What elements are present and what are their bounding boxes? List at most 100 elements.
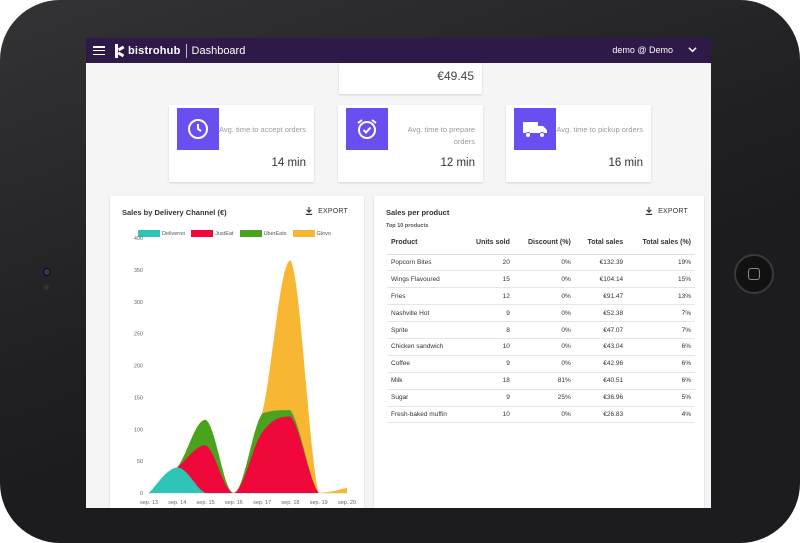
legend-swatch — [191, 230, 214, 237]
kpi-label: Avg. time to prepare orders — [407, 125, 475, 146]
table-cell: €26.83 — [574, 406, 628, 424]
table-row: Fresh-baked muffin 10 0% €26.83 4% — [387, 406, 695, 424]
series-area-deliveroo[interactable] — [149, 467, 347, 494]
column-header: Total sales — [574, 232, 628, 255]
y-tick-label: 350 — [134, 268, 143, 274]
brand-name: bistrohub — [128, 44, 181, 57]
x-tick-label: sep. 20 — [338, 500, 356, 506]
kpi-label: Avg. time to accept orders — [219, 125, 306, 134]
sensor-dot — [44, 285, 49, 290]
table-cell: 9 — [463, 304, 514, 323]
column-header: Product — [387, 232, 464, 255]
kpi-card-pickup: Avg. time to pickup orders 16 min — [506, 105, 651, 182]
y-tick-label: 200 — [134, 364, 143, 370]
legend-swatch — [138, 230, 160, 237]
truck-icon — [514, 108, 556, 150]
table-cell: 0% — [513, 270, 575, 289]
sales-per-product-card: Sales per product Top 10 products EXPORT… — [374, 196, 704, 508]
table-cell: Fries — [387, 287, 464, 306]
table-cell: 18 — [463, 372, 514, 390]
products-table: Product Units sold Discount (%) Total sales… — [387, 232, 695, 424]
products-title: Sales per product — [386, 208, 450, 217]
chevron-down-icon[interactable] — [688, 45, 697, 54]
x-tick-label: sep. 15 — [197, 500, 215, 506]
table-cell: 4% — [627, 406, 695, 424]
table-cell: Nashville Hot — [387, 304, 464, 323]
legend-item[interactable]: Deliveroo — [138, 230, 185, 237]
x-tick-label: sep. 14 — [168, 500, 186, 506]
sales-area-chart: 0 50 100 150 200 250 300 350 400 sep. 13 sep. 14 se… — [134, 236, 356, 506]
table-cell: 9 — [463, 389, 514, 407]
home-button[interactable] — [734, 254, 774, 294]
legend-item[interactable]: Glovo — [292, 230, 331, 237]
y-tick-label: 400 — [134, 236, 143, 242]
brand-logo[interactable]: bistrohub — [115, 43, 181, 58]
table-cell: 0% — [513, 338, 575, 356]
table-row: Milk 18 81% €40.51 6% — [387, 372, 695, 390]
table-cell: €52.38 — [574, 304, 628, 323]
table-cell: 10 — [463, 406, 514, 424]
series-area-glovo[interactable] — [149, 260, 347, 493]
header-divider — [185, 43, 187, 58]
clock-icon — [177, 108, 219, 150]
hamburger-menu-icon[interactable] — [93, 46, 105, 55]
table-cell: 0% — [513, 304, 575, 323]
chart-title: Sales by Delivery Channel (€) — [122, 208, 227, 217]
table-cell: 20 — [463, 254, 514, 272]
table-cell: Milk — [387, 372, 464, 390]
table-cell: 15% — [627, 270, 695, 289]
legend-label: Glovo — [316, 230, 331, 237]
kpi-value: 14 min — [271, 157, 306, 169]
chart-export-button[interactable]: EXPORT — [305, 207, 348, 215]
table-row: Nashville Hot 9 0% €52.38 7% — [387, 304, 695, 323]
user-account[interactable]: demo @ Demo — [612, 45, 673, 55]
kpi-value: 12 min — [440, 157, 475, 169]
legend-label: JustEat — [215, 230, 234, 237]
table-row: Fries 12 0% €91.47 13% — [387, 287, 695, 306]
summary-amount-card: €49.45 — [339, 63, 482, 94]
table-cell: 25% — [513, 389, 575, 407]
table-cell: €43.04 — [574, 338, 628, 356]
table-cell: €91.47 — [574, 287, 628, 306]
chart-export-label: EXPORT — [318, 207, 348, 215]
table-cell: 7% — [627, 321, 695, 339]
table-cell: €47.07 — [574, 321, 628, 339]
download-icon — [645, 207, 653, 215]
table-row: Coffee 9 0% €42.96 6% — [387, 355, 695, 373]
legend-item[interactable]: UberEats — [239, 230, 287, 237]
table-cell: €42.96 — [574, 355, 628, 373]
kpi-card-prepare: Avg. time to prepare orders 12 min — [338, 105, 483, 182]
legend-swatch — [239, 230, 262, 237]
x-tick-label: sep. 17 — [253, 500, 271, 506]
sales-by-channel-card: Sales by Delivery Channel (€) EXPORT Del… — [110, 196, 364, 508]
download-icon — [305, 207, 313, 215]
table-cell: 5% — [627, 389, 695, 407]
alarm-clock-icon — [346, 108, 388, 150]
products-export-button[interactable]: EXPORT — [645, 207, 688, 215]
table-cell: Chicken sandwich — [387, 338, 464, 356]
table-cell: 8 — [463, 321, 514, 339]
table-cell: 0% — [513, 254, 575, 272]
app-screen: bistrohub Dashboard demo @ Demo €49.45 A… — [86, 38, 711, 508]
kpi-label: Avg. time to pickup orders — [556, 125, 643, 134]
table-header-row: Product Units sold Discount (%) Total sales… — [387, 232, 695, 255]
table-cell: Popcorn Bites — [387, 254, 464, 272]
table-cell: 10 — [463, 338, 514, 356]
table-cell: Wings Flavoured — [387, 270, 464, 289]
table-cell: 0% — [513, 355, 575, 373]
table-cell: 0% — [513, 287, 575, 306]
legend-item[interactable]: JustEat — [191, 230, 234, 237]
series-area-justeat[interactable] — [149, 416, 347, 494]
table-cell: 15 — [463, 270, 514, 289]
kpi-card-accept: Avg. time to accept orders 14 min — [169, 105, 314, 182]
column-header: Discount (%) — [513, 232, 575, 255]
page-title: Dashboard — [191, 44, 246, 57]
x-tick-label: sep. 16 — [225, 500, 243, 506]
table-cell: 0% — [513, 406, 575, 424]
bistrohub-logo-icon — [115, 43, 125, 58]
table-cell: 13% — [627, 287, 695, 306]
y-tick-label: 0 — [140, 491, 143, 497]
table-cell: €104.14 — [574, 270, 628, 289]
x-tick-label: sep. 19 — [310, 500, 328, 506]
